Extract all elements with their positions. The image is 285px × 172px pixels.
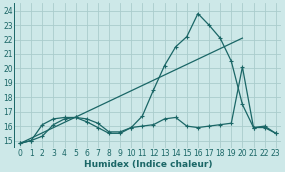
X-axis label: Humidex (Indice chaleur): Humidex (Indice chaleur) [84,159,212,169]
